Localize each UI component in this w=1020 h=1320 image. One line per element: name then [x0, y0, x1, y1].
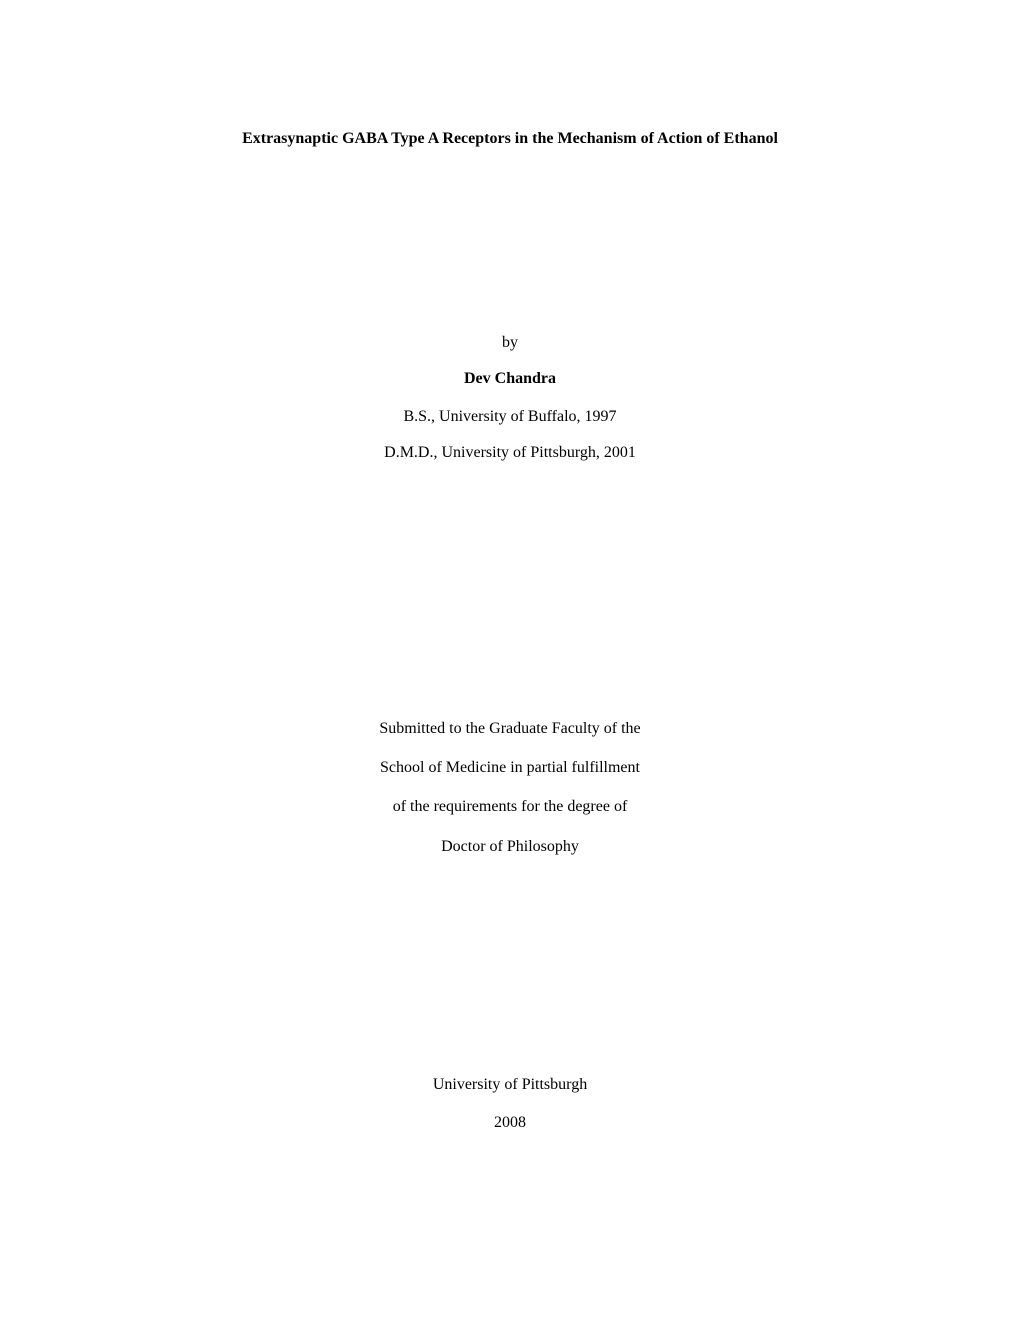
submission-line-4: Doctor of Philosophy: [123, 827, 897, 866]
submission-line-1: Submitted to the Graduate Faculty of the: [123, 709, 897, 748]
dissertation-title: Extrasynaptic GABA Type A Receptors in t…: [123, 127, 897, 151]
prior-degree-dmd: D.M.D., University of Pittsburgh, 2001: [123, 444, 897, 462]
title-page: Extrasynaptic GABA Type A Receptors in t…: [0, 0, 1020, 1320]
by-line: by: [123, 334, 897, 352]
year: 2008: [123, 1114, 897, 1132]
institution-name: University of Pittsburgh: [123, 1076, 897, 1094]
submission-line-3: of the requirements for the degree of: [123, 787, 897, 826]
submission-statement: Submitted to the Graduate Faculty of the…: [123, 709, 897, 866]
author-name: Dev Chandra: [123, 370, 897, 388]
submission-line-2: School of Medicine in partial fulfillmen…: [123, 748, 897, 787]
prior-degree-bs: B.S., University of Buffalo, 1997: [123, 408, 897, 426]
